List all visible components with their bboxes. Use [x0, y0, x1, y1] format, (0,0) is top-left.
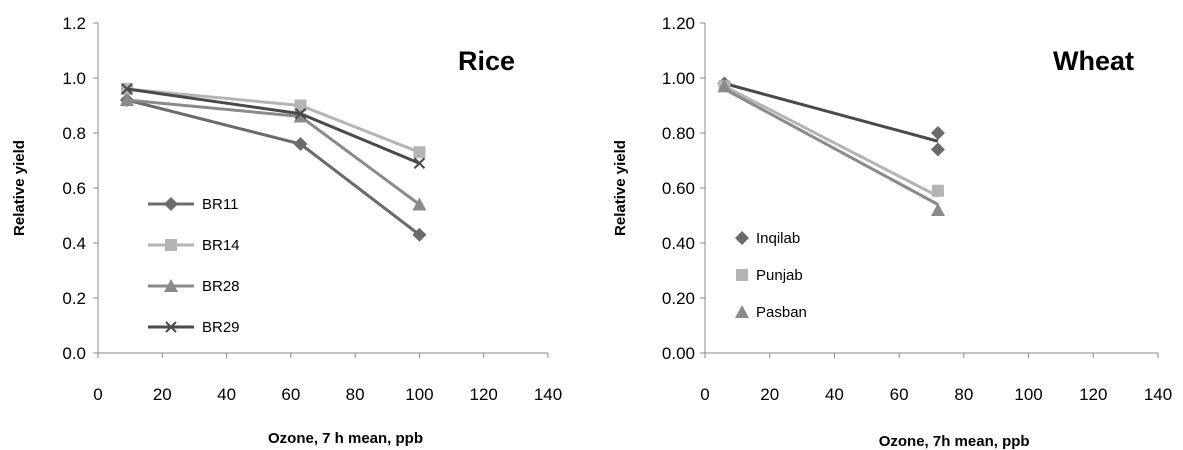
legend-label-br14: BR14 [202, 237, 240, 254]
data-point-br11 [293, 137, 308, 151]
x-tick-label: 20 [153, 385, 172, 404]
y-axis-title: Relative yield [11, 140, 28, 236]
x-axis-title: Ozone, 7h mean, ppb [879, 433, 1030, 450]
x-tick-label: 60 [890, 385, 909, 404]
data-point-pasban [930, 203, 945, 216]
x-tick-label: 120 [470, 385, 498, 404]
legend-label-pasban: Pasban [756, 304, 807, 321]
y-tick-label: 1.20 [662, 14, 695, 33]
trend-line [724, 82, 939, 143]
y-tick-label: 1.00 [662, 69, 695, 88]
legend-label-inqilab: Inqilab [756, 230, 800, 247]
x-tick-label: 40 [217, 385, 236, 404]
legend-marker-pasban [735, 305, 749, 318]
data-point-br28 [119, 93, 134, 106]
y-tick-label: 0.80 [662, 124, 695, 143]
x-tick-label: 80 [346, 385, 365, 404]
y-tick-label: 0.00 [662, 344, 695, 363]
y-tick-label: 0.0 [62, 344, 86, 363]
chart-panel-wheat: 0.00 0.20 0.40 0.60 0.80 1.00 1.20 0 20 40 60 80 100… [612, 14, 1172, 450]
x-tick-label: 120 [1079, 385, 1107, 404]
y-tick-label: 0.40 [662, 234, 695, 253]
legend-label-br11: BR11 [202, 196, 238, 213]
legend-label-br29: BR29 [202, 319, 240, 336]
x-tick-label: 0 [93, 385, 102, 404]
y-tick-label: 0.6 [62, 179, 86, 198]
chart-panel-rice: 0.0 0.2 0.4 0.6 0.8 1.0 1.2 0 20 40 60 80 100 120 140 O… [11, 14, 562, 447]
y-tick-label: 0.2 [62, 289, 86, 308]
data-point-br29 [121, 83, 133, 95]
chart-title: Wheat [1053, 46, 1134, 76]
data-point-br14 [294, 99, 307, 112]
series-line-br28 [126, 98, 421, 206]
y-tick-label: 1.0 [62, 69, 86, 88]
x-tick-label: 140 [1144, 385, 1172, 404]
legend-marker-punjab [736, 269, 748, 281]
legend-marker-br29 [165, 321, 177, 333]
series-line-br11 [126, 98, 421, 236]
series-line-br29 [126, 87, 421, 165]
chart-title: Rice [458, 46, 515, 76]
data-point-pasban [717, 79, 732, 93]
legend-label-punjab: Punjab [756, 267, 803, 284]
data-point-br11 [412, 227, 427, 242]
x-tick-label: 20 [760, 385, 779, 404]
legend-marker-br14 [165, 239, 177, 251]
y-tick-label: 0.8 [62, 124, 86, 143]
x-tick-label: 100 [1014, 385, 1042, 404]
trend-line [723, 84, 939, 198]
data-point-br29 [413, 157, 426, 169]
y-tick-label: 1.2 [62, 14, 86, 33]
data-point-punjab [931, 184, 944, 197]
x-tick-label: 80 [954, 385, 973, 404]
x-tick-label: 140 [534, 385, 562, 404]
legend-marker-br11 [164, 197, 178, 211]
x-tick-label: 60 [281, 385, 300, 404]
x-tick-label: 40 [825, 385, 844, 404]
y-tick-label: 0.60 [662, 179, 695, 198]
legend-marker-inqilab [735, 231, 749, 245]
data-point-br28 [293, 109, 308, 123]
x-tick-label: 100 [405, 385, 433, 404]
data-point-br28 [412, 197, 427, 211]
trend-line [723, 87, 939, 206]
data-point-br14 [413, 146, 426, 159]
x-tick-label: 0 [700, 385, 709, 404]
y-tick-label: 0.20 [662, 289, 695, 308]
data-point-inqilab [930, 126, 945, 140]
y-axis-title: Relative yield [612, 140, 629, 236]
data-point-inqilab [930, 142, 945, 157]
data-point-br29 [294, 108, 307, 120]
series-line-br14 [126, 87, 420, 154]
x-axis-title: Ozone, 7 h mean, ppb [268, 430, 423, 447]
legend-marker-br28 [164, 279, 178, 292]
y-tick-label: 0.4 [62, 234, 86, 253]
legend-label-br28: BR28 [202, 278, 240, 295]
